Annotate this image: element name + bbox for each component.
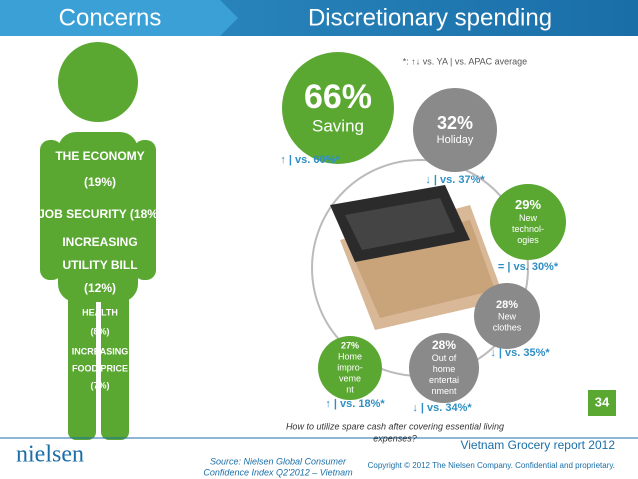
bubble (490, 184, 566, 260)
concern-text: JOB SECURITY (18%) (38, 207, 162, 221)
bubble-compare: ↓ | vs. 37%* (425, 174, 485, 186)
bubble-compare: ↓ | vs. 35%* (490, 347, 550, 359)
bubble-label: New (498, 311, 517, 321)
concern-text: INCREASING (72, 346, 129, 356)
wallet (330, 185, 505, 330)
concern-text: HEALTH (82, 307, 118, 317)
bubble-value: 28% (496, 299, 518, 311)
header-right: Discretionary spending (308, 4, 552, 31)
header-left: Concerns (59, 4, 162, 31)
concern-text: THE ECONOMY (55, 149, 144, 163)
bubble-label: Out of (432, 353, 457, 363)
person (40, 42, 156, 440)
bubble-label: home (433, 364, 456, 374)
bubble-label: impro- (337, 362, 363, 372)
caption: expenses? (373, 433, 417, 443)
bubble-compare: = | vs. 30%* (498, 261, 559, 273)
bubble-label: Saving (312, 116, 364, 135)
report-title: Vietnam Grocery report 2012 (460, 438, 615, 452)
source: Source: Nielsen Global Consumer (210, 456, 347, 466)
concern-text: (8%) (90, 326, 109, 336)
caption: How to utilize spare cash after covering… (286, 421, 504, 431)
bubble-compare: ↑ | vs. 18%* (325, 398, 385, 410)
bubble-value: 28% (432, 338, 456, 352)
bubble-value: 27% (341, 340, 359, 350)
concern-text: (19%) (84, 175, 116, 189)
bubble-value: 32% (437, 113, 473, 133)
bubble-label: Home (338, 351, 362, 361)
bubble-label: ogies (517, 235, 539, 245)
bubble-label: clothes (493, 322, 522, 332)
concern-text: (12%) (84, 281, 116, 295)
bubble-label: nt (346, 384, 354, 394)
concern-text: FOOD PRICE (72, 363, 128, 373)
bubble (413, 88, 497, 172)
bubble (474, 283, 540, 349)
bubble (318, 336, 382, 400)
concern-text: UTILITY BILL (62, 258, 137, 272)
page-number-box (588, 390, 616, 416)
bubble-value: 66% (304, 78, 372, 116)
page-number: 34 (595, 394, 610, 409)
concern-text: (7%) (90, 380, 109, 390)
bubble (282, 52, 394, 164)
header-arrow (0, 0, 238, 36)
bubble-label: technol- (512, 224, 544, 234)
bubble-label: Holiday (437, 134, 474, 146)
bubble-value: 29% (515, 197, 541, 212)
bubble-label: nment (431, 386, 457, 396)
logo: nielsen (16, 442, 84, 468)
concern-text: INCREASING (62, 235, 137, 249)
bubble-label: New (519, 213, 538, 223)
bubble-compare: ↓ | vs. 34%* (412, 402, 472, 414)
copyright: Copyright © 2012 The Nielsen Company. Co… (368, 461, 615, 470)
note: *: ↑↓ vs. YA | vs. APAC average (403, 56, 527, 66)
bubble-compare: ↑ | vs. 60%* (280, 154, 340, 166)
bubble (409, 333, 479, 403)
source: Confidence Index Q2'2012 – Vietnam (203, 467, 353, 477)
bubble-label: veme (339, 373, 361, 383)
bubble-label: entertai (429, 375, 459, 385)
